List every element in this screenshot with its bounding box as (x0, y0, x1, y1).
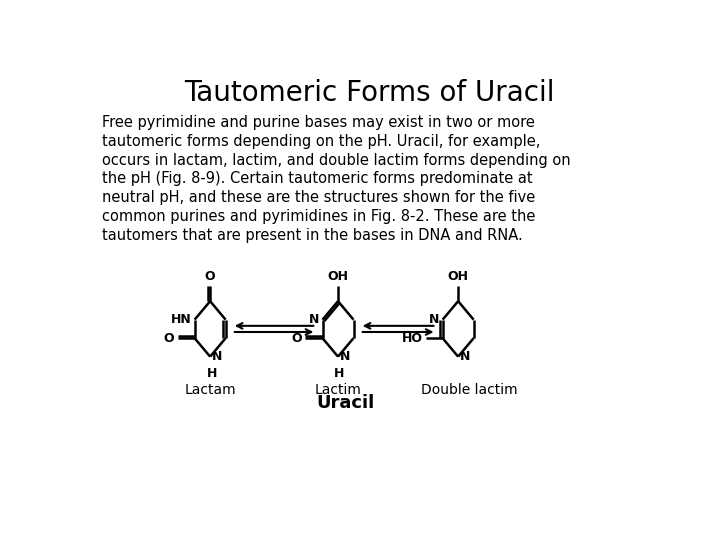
Text: Lactim: Lactim (315, 383, 361, 397)
Text: Lactam: Lactam (184, 383, 236, 397)
Text: N: N (309, 313, 320, 326)
Text: neutral pH, and these are the structures shown for the five: neutral pH, and these are the structures… (102, 190, 535, 205)
Text: N: N (212, 350, 222, 363)
Text: the pH (Fig. 8-9). Certain tautomeric forms predominate at: the pH (Fig. 8-9). Certain tautomeric fo… (102, 171, 532, 186)
Text: common purines and pyrimidines in Fig. 8-2. These are the: common purines and pyrimidines in Fig. 8… (102, 209, 535, 224)
Text: N: N (340, 350, 350, 363)
Text: N: N (429, 313, 439, 326)
Text: HO: HO (402, 332, 423, 345)
Text: OH: OH (328, 271, 348, 284)
Text: occurs in lactam, lactim, and double lactim forms depending on: occurs in lactam, lactim, and double lac… (102, 153, 570, 167)
Text: Free pyrimidine and purine bases may exist in two or more: Free pyrimidine and purine bases may exi… (102, 115, 534, 130)
Text: tautomers that are present in the bases in DNA and RNA.: tautomers that are present in the bases … (102, 228, 523, 243)
Text: O: O (164, 332, 174, 345)
Text: H: H (207, 367, 217, 380)
Text: Double lactim: Double lactim (421, 383, 518, 397)
Text: Tautomeric Forms of Uracil: Tautomeric Forms of Uracil (184, 79, 554, 107)
Text: N: N (459, 350, 470, 363)
Text: HN: HN (171, 313, 192, 326)
Text: O: O (292, 332, 302, 345)
Text: Uracil: Uracil (317, 394, 375, 413)
Text: O: O (204, 271, 215, 284)
Text: H: H (334, 367, 345, 380)
Text: tautomeric forms depending on the pH. Uracil, for example,: tautomeric forms depending on the pH. Ur… (102, 134, 540, 148)
Text: OH: OH (448, 271, 469, 284)
